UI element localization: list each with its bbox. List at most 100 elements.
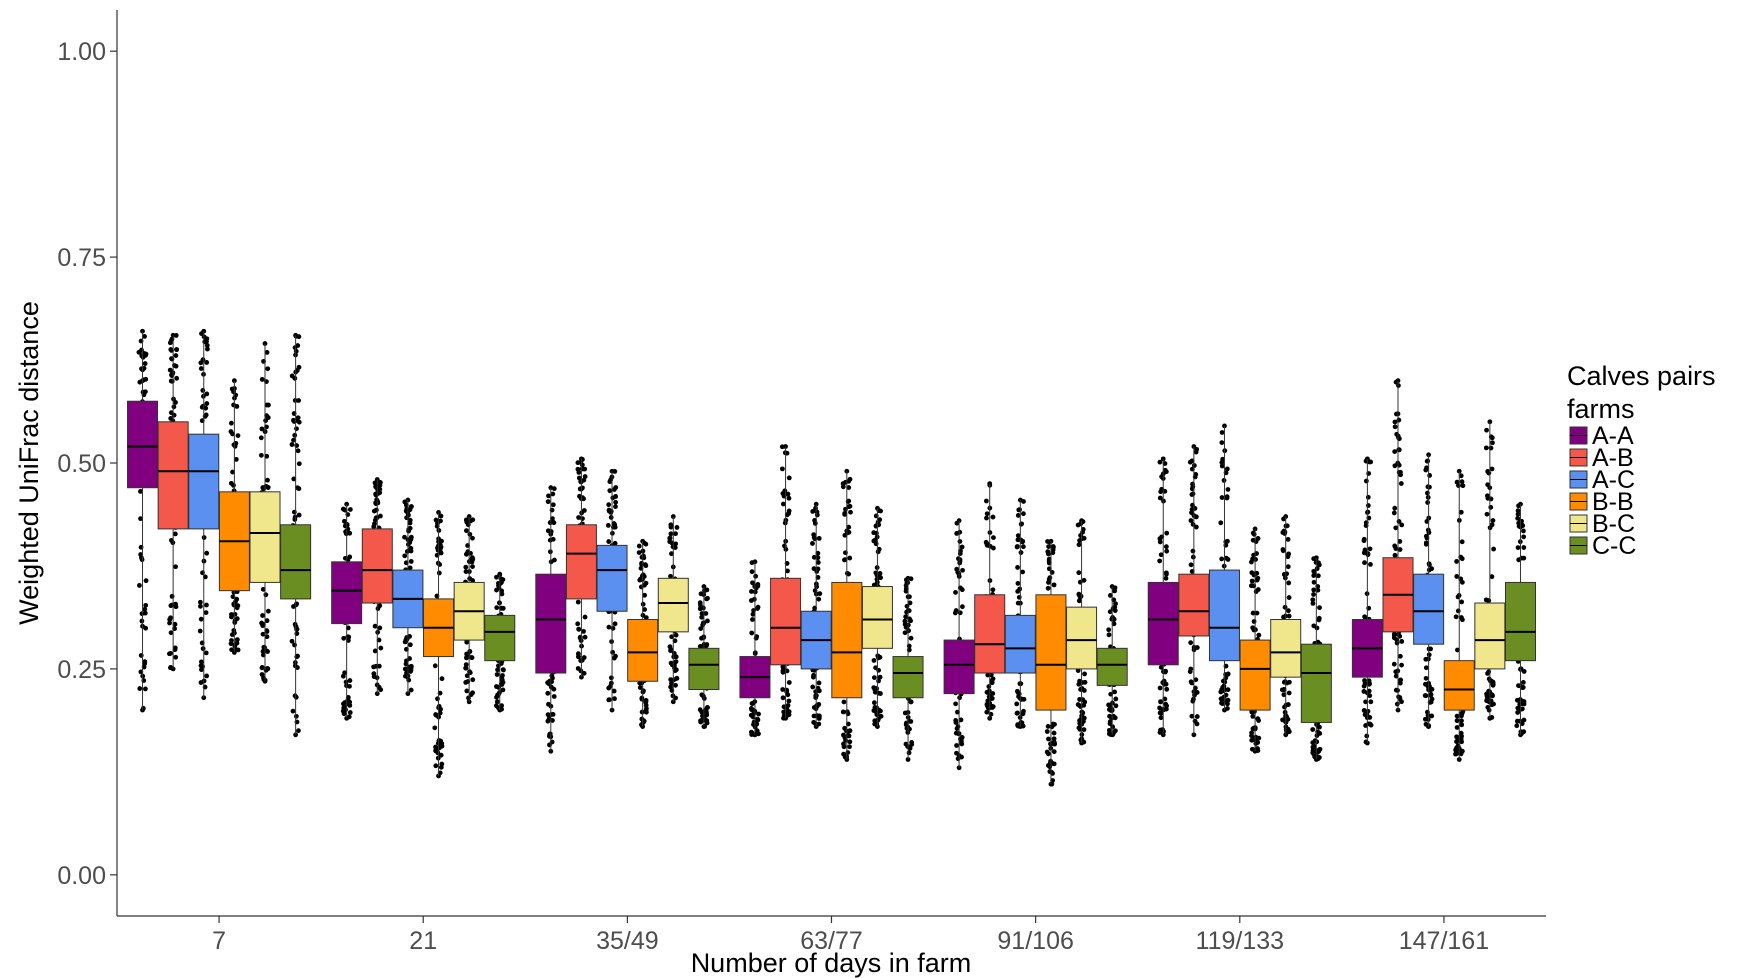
data-point [871, 685, 877, 690]
data-point [1045, 549, 1051, 555]
data-point [815, 566, 821, 572]
data-point [873, 513, 879, 519]
data-point [435, 696, 440, 702]
data-point [464, 673, 470, 679]
data-point [463, 569, 469, 575]
data-point [1253, 741, 1259, 746]
x-tick-label: 91/106 [997, 927, 1073, 955]
box-A-A [331, 561, 363, 625]
data-point [754, 728, 760, 734]
data-point [1018, 521, 1024, 527]
data-point [203, 405, 209, 411]
data-point [698, 591, 704, 597]
data-point [1044, 729, 1050, 734]
data-point [551, 686, 557, 692]
data-point [138, 489, 143, 494]
data-point [143, 578, 149, 584]
data-point [1113, 601, 1118, 607]
data-point [613, 499, 619, 505]
data-point [200, 388, 206, 393]
data-point [1311, 568, 1317, 574]
data-point [465, 522, 471, 528]
data-point [407, 520, 413, 526]
data-point [500, 687, 506, 693]
data-point [1188, 518, 1194, 523]
data-point [433, 712, 439, 717]
data-point [1157, 705, 1163, 711]
data-point [376, 684, 382, 690]
data-point [1459, 599, 1465, 605]
data-point [464, 528, 469, 534]
data-point [343, 707, 349, 713]
data-point [780, 695, 786, 701]
data-point [296, 398, 302, 403]
data-point [667, 535, 673, 541]
data-point [173, 601, 178, 607]
data-point [139, 618, 145, 624]
data-point [1286, 608, 1291, 614]
data-point [292, 693, 298, 699]
data-point [234, 616, 240, 622]
data-point [1397, 653, 1403, 659]
data-point [433, 744, 438, 750]
data-point [957, 695, 963, 701]
data-point [373, 500, 379, 506]
data-point [637, 685, 643, 690]
data-point [198, 366, 204, 371]
data-point [704, 643, 709, 649]
data-point [552, 557, 557, 563]
data-point [167, 340, 173, 346]
data-point [908, 618, 914, 624]
data-point [1221, 694, 1227, 700]
data-point [463, 665, 469, 671]
data-point [1081, 727, 1087, 733]
data-point [469, 557, 474, 562]
data-point [372, 648, 378, 654]
box-B-C [1270, 618, 1302, 678]
data-point [1396, 417, 1402, 423]
data-point [1516, 705, 1521, 711]
data-point [640, 572, 646, 578]
data-point [699, 614, 705, 620]
data-point [438, 513, 444, 519]
box-C-C [280, 524, 312, 600]
data-point [815, 555, 821, 561]
data-point [264, 350, 270, 355]
box-A-B [974, 594, 1006, 674]
data-point [1423, 540, 1429, 546]
data-point [494, 605, 500, 611]
data-point [433, 763, 439, 769]
box-B-C [861, 586, 893, 649]
data-point [494, 672, 500, 677]
data-point [550, 491, 556, 497]
data-point [841, 744, 847, 750]
data-point [1484, 511, 1490, 517]
data-point [291, 437, 296, 443]
data-point [1190, 548, 1196, 554]
data-point [259, 377, 265, 382]
data-point [470, 578, 476, 583]
data-point [1015, 580, 1021, 586]
data-point [701, 584, 707, 589]
data-point [294, 601, 300, 607]
data-point [230, 469, 236, 475]
data-point [495, 693, 500, 699]
data-point [1050, 550, 1056, 556]
data-point [673, 632, 679, 638]
data-point [1076, 591, 1082, 597]
data-point [1391, 510, 1397, 516]
data-point [1047, 769, 1053, 774]
data-point [984, 511, 990, 517]
data-point [500, 577, 506, 583]
data-point [1427, 562, 1432, 568]
data-point [204, 360, 210, 365]
data-point [1489, 574, 1495, 580]
data-point [673, 531, 678, 537]
data-point [1515, 710, 1521, 715]
data-point [228, 420, 234, 426]
data-point [342, 700, 348, 705]
data-point [470, 564, 475, 569]
data-point [296, 364, 302, 370]
y-axis-title: Weighted UniFrac distance [14, 301, 44, 625]
box-C-C [1096, 647, 1128, 686]
